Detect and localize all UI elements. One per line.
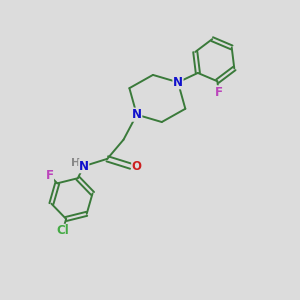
Text: Cl: Cl [56,224,69,237]
Text: N: N [79,160,89,173]
Text: F: F [215,86,223,99]
Text: F: F [46,169,53,182]
Text: N: N [132,108,142,121]
Text: H: H [71,158,80,168]
Text: O: O [132,160,142,173]
Text: N: N [173,76,183,89]
